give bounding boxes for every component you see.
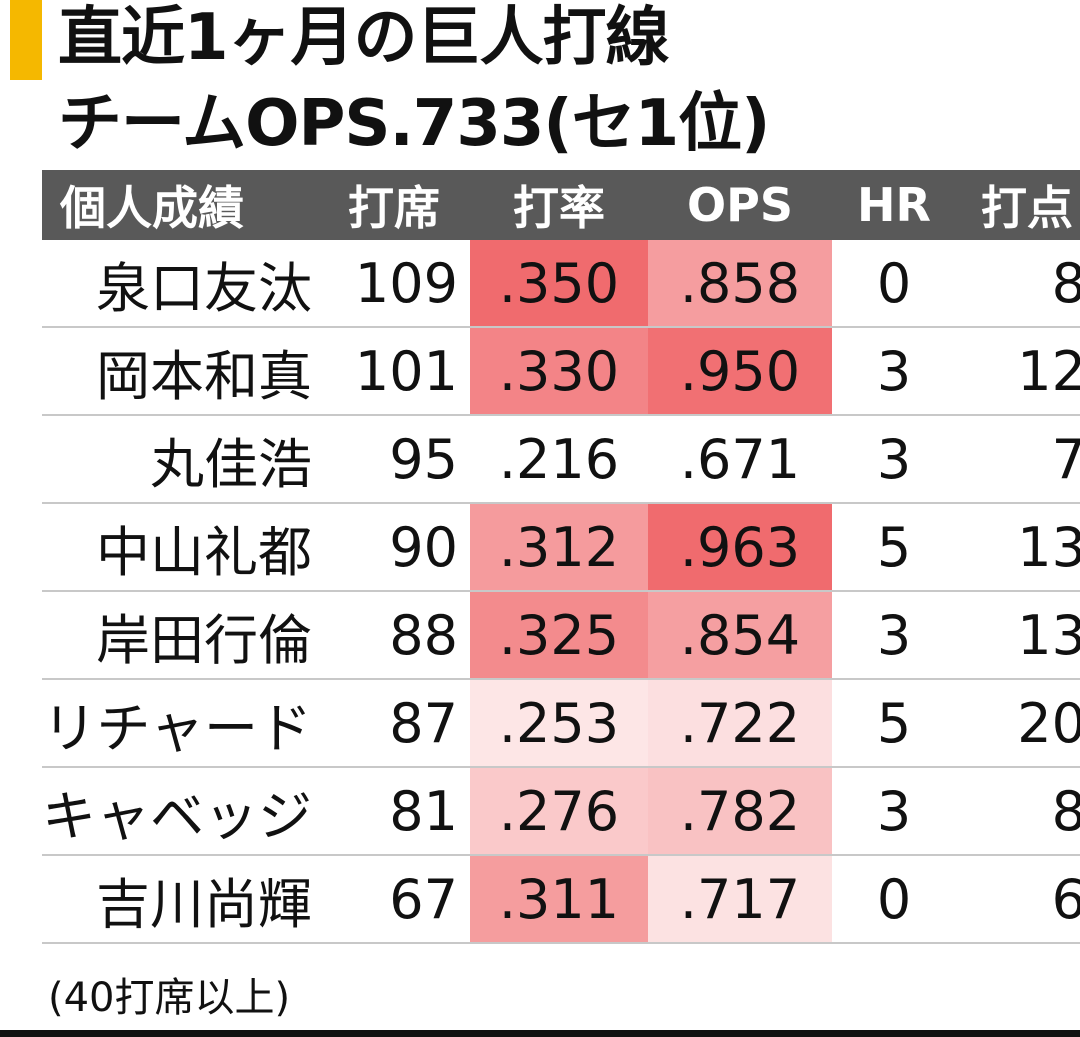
- batting-average-cell: .312: [470, 503, 648, 592]
- header-ops: OPS: [648, 170, 832, 240]
- player-name-cell: 丸佳浩: [42, 415, 318, 504]
- chart-title: 直近1ヶ月の巨人打線: [58, 1, 670, 75]
- table-row: 中山礼都 90.312.963 5 13: [42, 503, 1080, 592]
- player-name-cell: 岡本和真: [42, 327, 318, 416]
- player-name-cell: リチャード: [42, 679, 318, 768]
- batting-average-cell: .325: [470, 591, 648, 680]
- batting-average-cell: .330: [470, 327, 648, 416]
- table-row: 丸佳浩 95.216.671 3 7: [42, 415, 1080, 504]
- rbi-cell: 8: [956, 240, 1080, 328]
- rbi-cell: 8: [956, 767, 1080, 856]
- header-rbi: 打点: [956, 170, 1080, 240]
- home-runs-cell: 3: [832, 591, 956, 680]
- rbi-cell: 13: [956, 503, 1080, 592]
- ops-cell: .671: [648, 415, 832, 504]
- title-accent-bar: [10, 0, 42, 80]
- plate-appearances-cell: 81: [318, 767, 470, 856]
- player-name-cell: 泉口友汰: [42, 240, 318, 328]
- ops-cell: .854: [648, 591, 832, 680]
- table-row: 泉口友汰 109.350.858 0 8: [42, 240, 1080, 328]
- batting-average-cell: .311: [470, 855, 648, 944]
- home-runs-cell: 5: [832, 503, 956, 592]
- player-name-cell: 岸田行倫: [42, 591, 318, 680]
- ops-cell: .963: [648, 503, 832, 592]
- home-runs-cell: 5: [832, 679, 956, 768]
- batting-average-cell: .253: [470, 679, 648, 768]
- batting-average-cell: .276: [470, 767, 648, 856]
- plate-appearances-cell: 109: [318, 240, 470, 328]
- plate-appearances-cell: 88: [318, 591, 470, 680]
- plate-appearances-cell: 101: [318, 327, 470, 416]
- table-body: 泉口友汰 109.350.858 0 8 岡本和真 101.330.950 3 12 丸佳浩 95…: [42, 240, 1080, 944]
- rbi-cell: 20: [956, 679, 1080, 768]
- rbi-cell: 7: [956, 415, 1080, 504]
- home-runs-cell: 3: [832, 767, 956, 856]
- home-runs-cell: 3: [832, 327, 956, 416]
- bottom-divider: [0, 1030, 1080, 1037]
- table-row: キャベッジ 81.276.782 3 8: [42, 767, 1080, 856]
- batting-average-cell: .216: [470, 415, 648, 504]
- plate-appearances-cell: 67: [318, 855, 470, 944]
- ops-cell: .722: [648, 679, 832, 768]
- stats-table: 個人成績 打席 打率 OPS HR 打点 泉口友汰 109.350.858 0 8 岡本…: [42, 170, 1080, 944]
- header-plate-appearances: 打席: [318, 170, 470, 240]
- player-name-cell: 吉川尚輝: [42, 855, 318, 944]
- batting-average-cell: .350: [470, 240, 648, 328]
- header-name: 個人成績: [42, 170, 318, 240]
- header-batting-average: 打率: [470, 170, 648, 240]
- table-row: リチャード 87.253.722 5 20: [42, 679, 1080, 768]
- plate-appearances-cell: 90: [318, 503, 470, 592]
- rbi-cell: 13: [956, 591, 1080, 680]
- table-header-row: 個人成績 打席 打率 OPS HR 打点: [42, 170, 1080, 240]
- footnote: (40打席以上): [48, 975, 291, 1021]
- ops-cell: .782: [648, 767, 832, 856]
- player-name-cell: キャベッジ: [42, 767, 318, 856]
- table-row: 吉川尚輝 67.311.717 0 6: [42, 855, 1080, 944]
- ops-cell: .717: [648, 855, 832, 944]
- table-row: 岸田行倫 88.325.854 3 13: [42, 591, 1080, 680]
- table-row: 岡本和真 101.330.950 3 12: [42, 327, 1080, 416]
- rbi-cell: 12: [956, 327, 1080, 416]
- player-name-cell: 中山礼都: [42, 503, 318, 592]
- chart-subtitle: チームOPS.733(セ1位): [58, 87, 770, 161]
- header-home-runs: HR: [832, 170, 956, 240]
- plate-appearances-cell: 87: [318, 679, 470, 768]
- ops-cell: .950: [648, 327, 832, 416]
- ops-cell: .858: [648, 240, 832, 328]
- home-runs-cell: 0: [832, 855, 956, 944]
- rbi-cell: 6: [956, 855, 1080, 944]
- home-runs-cell: 0: [832, 240, 956, 328]
- home-runs-cell: 3: [832, 415, 956, 504]
- plate-appearances-cell: 95: [318, 415, 470, 504]
